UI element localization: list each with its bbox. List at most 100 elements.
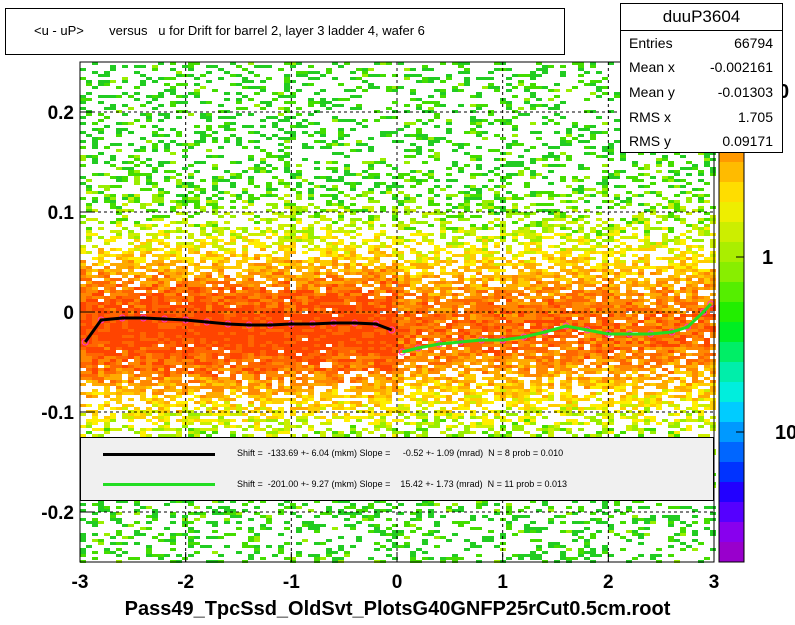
heatmap-cell: [296, 164, 302, 167]
heatmap-cell: [416, 296, 422, 299]
heatmap-cell: [260, 314, 266, 317]
heatmap-cell: [164, 146, 170, 149]
heatmap-cell: [302, 353, 308, 356]
heatmap-cell: [410, 98, 416, 101]
heatmap-cell: [182, 362, 188, 365]
heatmap-cell: [122, 113, 128, 116]
heatmap-cell: [428, 68, 434, 71]
heatmap-cell: [350, 224, 356, 227]
heatmap-cell: [182, 95, 188, 98]
heatmap-cell: [326, 368, 332, 371]
heatmap-cell: [248, 416, 254, 419]
heatmap-cell: [206, 236, 212, 239]
heatmap-cell: [128, 353, 134, 356]
heatmap-cell: [224, 335, 230, 338]
heatmap-cell: [332, 527, 338, 530]
heatmap-cell: [344, 434, 350, 437]
heatmap-cell: [386, 398, 392, 401]
heatmap-cell: [92, 524, 98, 527]
heatmap-cell: [182, 203, 188, 206]
heatmap-cell: [320, 353, 326, 356]
heatmap-cell: [92, 299, 98, 302]
heatmap-cell: [206, 299, 212, 302]
heatmap-cell: [164, 539, 170, 542]
heatmap-cell: [140, 125, 146, 128]
heatmap-cell: [218, 332, 224, 335]
heatmap-cell: [386, 347, 392, 350]
heatmap-cell: [206, 368, 212, 371]
heatmap-cell: [140, 380, 146, 383]
heatmap-cell: [248, 182, 254, 185]
heatmap-cell: [194, 314, 200, 317]
heatmap-cell: [86, 377, 92, 380]
heatmap-cell: [272, 260, 278, 263]
heatmap-cell: [200, 278, 206, 281]
heatmap-cell: [284, 320, 290, 323]
heatmap-cell: [80, 155, 86, 158]
heatmap-cell: [422, 428, 428, 431]
heatmap-cell: [116, 344, 122, 347]
heatmap-cell: [392, 224, 398, 227]
heatmap-cell: [368, 302, 374, 305]
heatmap-cell: [164, 374, 170, 377]
heatmap-cell: [242, 293, 248, 296]
heatmap-cell: [272, 344, 278, 347]
heatmap-cell: [152, 65, 158, 68]
heatmap-cell: [416, 80, 422, 83]
heatmap-cell: [308, 194, 314, 197]
heatmap-cell: [374, 377, 380, 380]
heatmap-cell: [242, 392, 248, 395]
heatmap-cell: [152, 422, 158, 425]
heatmap-cell: [296, 293, 302, 296]
heatmap-cell: [248, 350, 254, 353]
heatmap-cell: [182, 518, 188, 521]
heatmap-cell: [398, 374, 404, 377]
heatmap-cell: [314, 317, 320, 320]
heatmap-cell: [362, 194, 368, 197]
heatmap-cell: [278, 380, 284, 383]
heatmap-cell: [122, 314, 128, 317]
heatmap-cell: [368, 320, 374, 323]
heatmap-cell: [194, 305, 200, 308]
heatmap-cell: [206, 275, 212, 278]
heatmap-cell: [260, 248, 266, 251]
heatmap-cell: [296, 326, 302, 329]
heatmap-cell: [200, 245, 206, 248]
heatmap-cell: [176, 314, 182, 317]
heatmap-cell: [188, 503, 194, 506]
heatmap-cell: [266, 341, 272, 344]
heatmap-cell: [236, 260, 242, 263]
heatmap-cell: [302, 305, 308, 308]
heatmap-cell: [86, 134, 92, 137]
heatmap-cell: [368, 248, 374, 251]
heatmap-cell: [314, 296, 320, 299]
heatmap-cell: [98, 371, 104, 374]
heatmap-cell: [404, 434, 410, 437]
heatmap-cell: [422, 368, 428, 371]
heatmap-cell: [428, 191, 434, 194]
heatmap-cell: [338, 512, 344, 515]
heatmap-cell: [194, 290, 200, 293]
heatmap-cell: [422, 413, 428, 416]
heatmap-cell: [188, 431, 194, 434]
heatmap-cell: [428, 188, 434, 191]
heatmap-cell: [230, 320, 236, 323]
heatmap-cell: [110, 344, 116, 347]
heatmap-cell: [296, 74, 302, 77]
heatmap-cell: [98, 419, 104, 422]
heatmap-cell: [146, 224, 152, 227]
heatmap-cell: [338, 338, 344, 341]
heatmap-cell: [152, 278, 158, 281]
heatmap-cell: [272, 92, 278, 95]
heatmap-cell: [356, 335, 362, 338]
heatmap-cell: [404, 77, 410, 80]
heatmap-cell: [218, 398, 224, 401]
heatmap-cell: [92, 263, 98, 266]
heatmap-cell: [110, 308, 116, 311]
heatmap-cell: [338, 104, 344, 107]
heatmap-cell: [260, 524, 266, 527]
heatmap-cell: [308, 362, 314, 365]
heatmap-cell: [164, 233, 170, 236]
heatmap-cell: [422, 380, 428, 383]
heatmap-cell: [278, 212, 284, 215]
